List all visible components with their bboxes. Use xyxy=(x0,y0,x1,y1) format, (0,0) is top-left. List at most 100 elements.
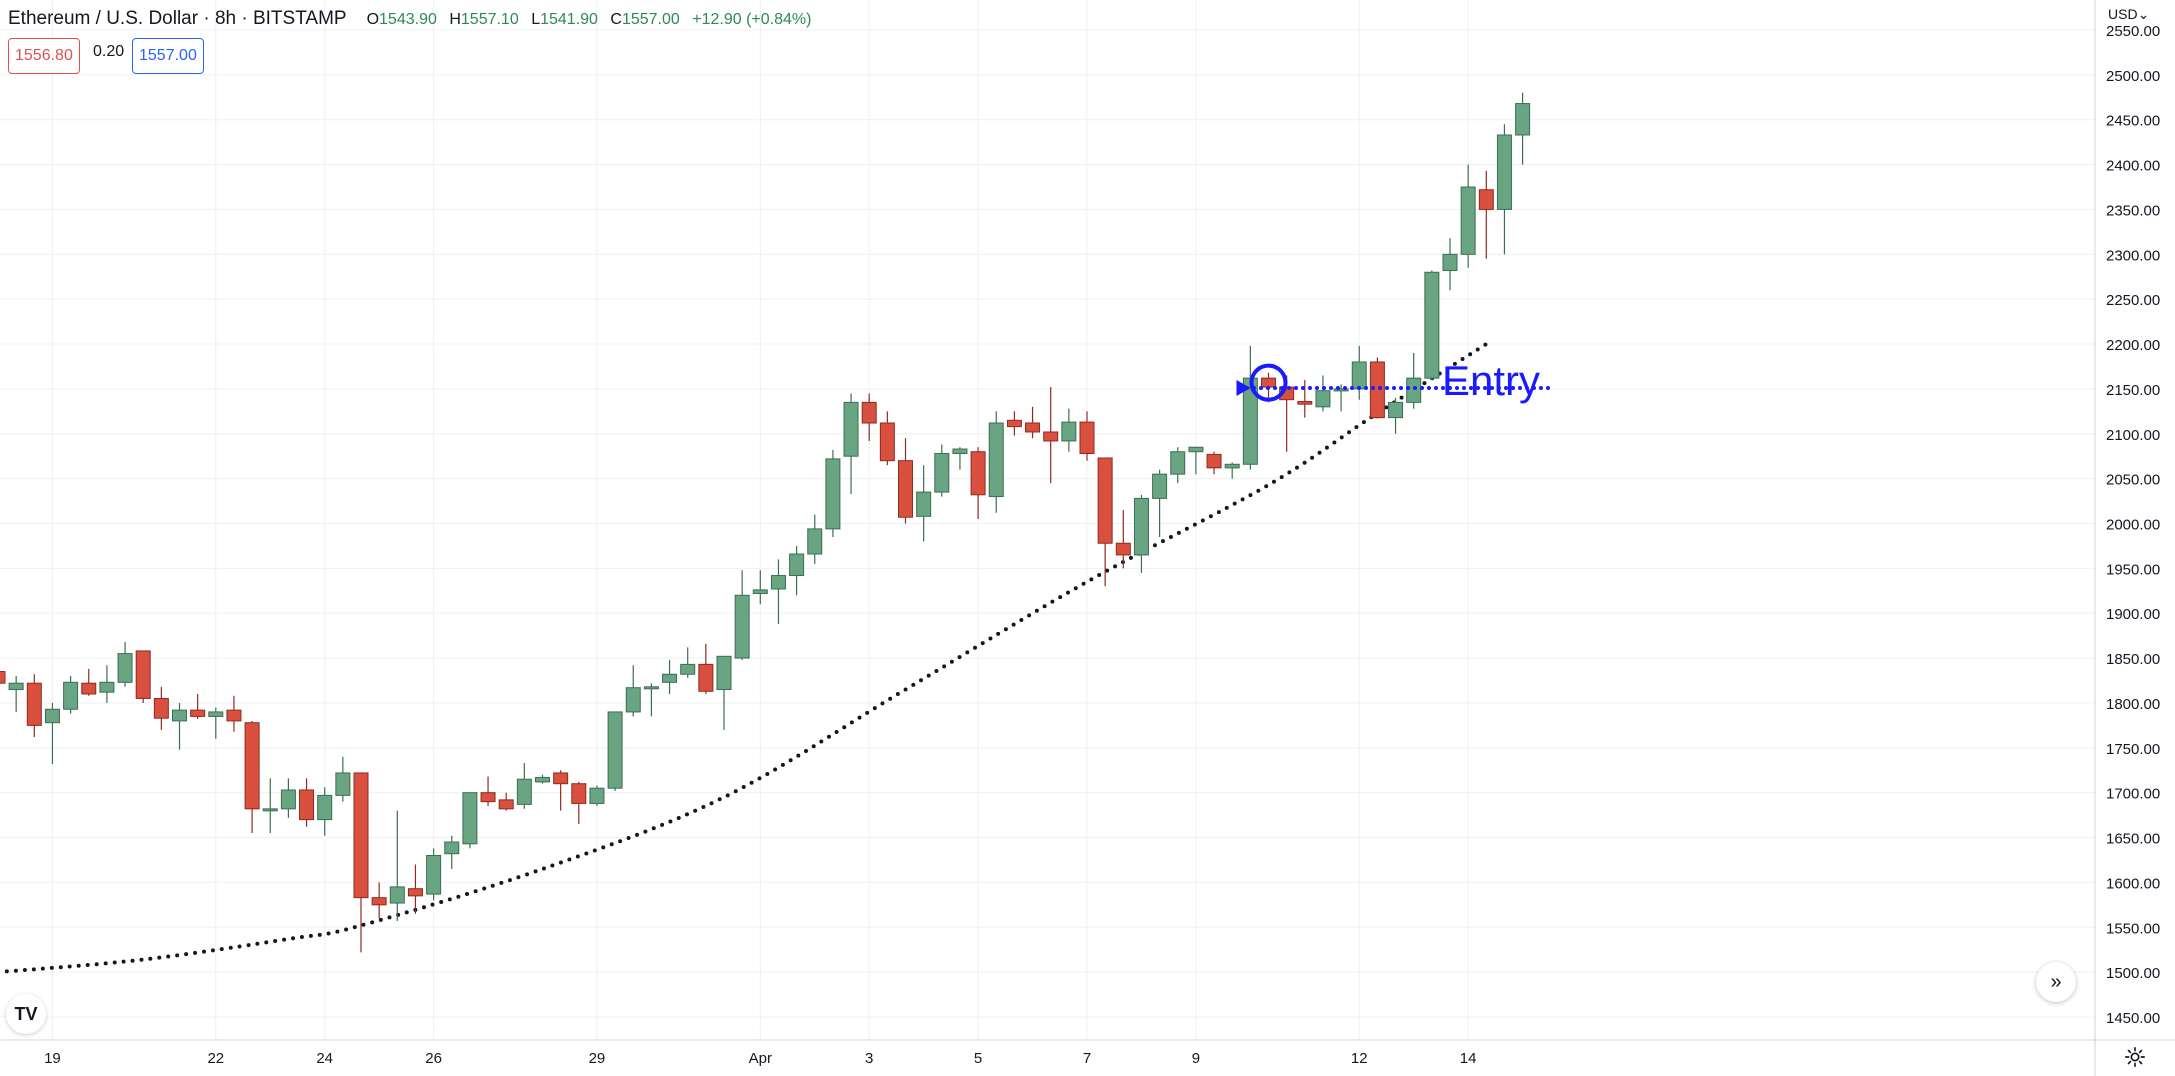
candle-down[interactable] xyxy=(698,643,714,694)
candle-up[interactable] xyxy=(426,848,442,901)
currency-menu[interactable]: USD⌄ xyxy=(2108,6,2149,23)
candle-down[interactable] xyxy=(1025,406,1041,439)
candle-down[interactable] xyxy=(861,393,877,441)
candle-down[interactable] xyxy=(1297,379,1313,418)
candle-up[interactable] xyxy=(262,778,278,834)
candle-up[interactable] xyxy=(1333,384,1349,412)
candle-down[interactable] xyxy=(0,667,6,689)
candle-up[interactable] xyxy=(63,676,79,714)
candle-down[interactable] xyxy=(1206,451,1222,475)
candle-down[interactable] xyxy=(879,411,895,466)
candle-up[interactable] xyxy=(716,655,732,730)
candle-up[interactable] xyxy=(916,465,932,542)
candle-up[interactable] xyxy=(1170,447,1186,484)
candle-up[interactable] xyxy=(208,707,224,739)
candle-up[interactable] xyxy=(607,711,623,791)
candle-down[interactable] xyxy=(498,792,514,811)
candle-up[interactable] xyxy=(1315,375,1331,412)
price-tick-label: 1650.00 xyxy=(2106,831,2160,848)
candle-down[interactable] xyxy=(1006,411,1022,436)
candle-up[interactable] xyxy=(535,774,550,784)
candle-up[interactable] xyxy=(662,659,678,694)
gear-icon[interactable] xyxy=(2124,1046,2146,1068)
candle-down[interactable] xyxy=(244,720,260,834)
candle-up[interactable] xyxy=(172,702,187,750)
candle-up[interactable] xyxy=(1515,92,1531,165)
candle-up[interactable] xyxy=(589,785,605,807)
candle-body xyxy=(589,787,605,804)
candle-up[interactable] xyxy=(643,683,659,717)
symbol-header: Ethereum / U.S. Dollar · 8h · BITSTAMP O… xyxy=(8,8,811,30)
symbol-title[interactable]: Ethereum / U.S. Dollar · 8h · BITSTAMP xyxy=(8,8,347,29)
candle-up[interactable] xyxy=(770,559,786,624)
candle-up[interactable] xyxy=(1406,353,1422,409)
candle-down[interactable] xyxy=(299,778,315,827)
candle-body xyxy=(389,886,405,904)
candle-down[interactable] xyxy=(1079,411,1095,461)
candle-up[interactable] xyxy=(516,763,532,809)
candle-up[interactable] xyxy=(117,641,133,687)
candle-up[interactable] xyxy=(444,835,460,869)
candle-up[interactable] xyxy=(1224,462,1240,479)
candle-up[interactable] xyxy=(1152,469,1168,537)
candle-up[interactable] xyxy=(1388,397,1404,434)
candle-up[interactable] xyxy=(789,545,805,596)
candle-down[interactable] xyxy=(480,776,496,807)
candle-down[interactable] xyxy=(371,882,387,919)
candle-body xyxy=(625,687,641,713)
candle-down[interactable] xyxy=(970,447,986,520)
candle-up[interactable] xyxy=(1133,494,1149,573)
candle-up[interactable] xyxy=(462,792,478,849)
candle-down[interactable] xyxy=(553,770,569,811)
candle-body xyxy=(0,671,6,684)
candle-up[interactable] xyxy=(1188,446,1204,475)
candle-up[interactable] xyxy=(335,756,351,802)
candle-up[interactable] xyxy=(44,702,60,764)
candle-up[interactable] xyxy=(843,393,859,494)
scroll-to-realtime-button[interactable]: » xyxy=(2036,962,2076,1002)
candle-up[interactable] xyxy=(8,676,24,712)
candle-down[interactable] xyxy=(571,781,587,825)
candle-down[interactable] xyxy=(135,650,151,703)
candle-up[interactable] xyxy=(1424,270,1440,380)
candle-up[interactable] xyxy=(952,447,968,470)
candle-down[interactable] xyxy=(353,772,369,953)
candle-down[interactable] xyxy=(1097,457,1113,587)
candle-down[interactable] xyxy=(1478,170,1494,259)
candle-up[interactable] xyxy=(680,647,696,678)
candle-up[interactable] xyxy=(389,810,405,921)
candle-up[interactable] xyxy=(752,570,768,605)
candle-up[interactable] xyxy=(807,514,823,564)
candle-down[interactable] xyxy=(81,668,97,696)
candle-down[interactable] xyxy=(226,695,242,732)
candle-up[interactable] xyxy=(1496,124,1512,255)
candle-up[interactable] xyxy=(988,411,1004,513)
candle-up[interactable] xyxy=(280,778,296,818)
candle-up[interactable] xyxy=(1460,164,1476,268)
candle-up[interactable] xyxy=(1442,238,1458,291)
candle-up[interactable] xyxy=(317,787,333,836)
candle-up[interactable] xyxy=(99,665,115,703)
candle-down[interactable] xyxy=(407,864,423,914)
candle-up[interactable] xyxy=(934,444,950,497)
candle-down[interactable] xyxy=(26,674,42,738)
candle-down[interactable] xyxy=(153,686,169,730)
candle-body xyxy=(262,808,278,812)
candle-up[interactable] xyxy=(1242,345,1258,470)
candle-down[interactable] xyxy=(898,438,913,524)
candle-up[interactable] xyxy=(825,449,841,537)
candle-up[interactable] xyxy=(1061,408,1077,452)
candle-up[interactable] xyxy=(625,665,641,717)
trendline-path[interactable] xyxy=(0,342,1489,974)
candle-down[interactable] xyxy=(1043,387,1059,484)
candle-down[interactable] xyxy=(1369,357,1385,419)
tradingview-logo-icon[interactable]: TV xyxy=(6,994,46,1034)
candle-down[interactable] xyxy=(190,693,206,720)
buy-price-button[interactable]: 1557.00 xyxy=(132,38,204,74)
sell-price-button[interactable]: 1556.80 xyxy=(8,38,80,74)
candle-body xyxy=(498,799,514,810)
candle-down[interactable] xyxy=(1115,510,1131,569)
candle-up[interactable] xyxy=(734,570,750,660)
candle-up[interactable] xyxy=(1351,345,1367,400)
